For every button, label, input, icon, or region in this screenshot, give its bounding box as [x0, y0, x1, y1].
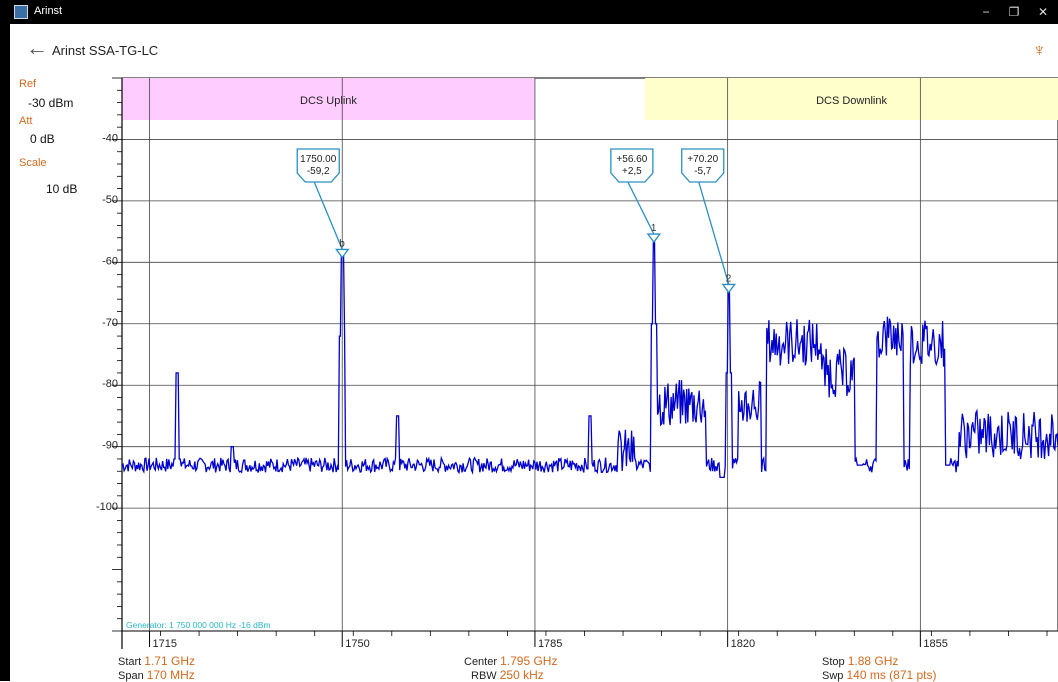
band-label-0: DCS Uplink	[300, 95, 357, 107]
rbw-setting[interactable]: RBW 250 kHz	[471, 668, 544, 682]
stop-setting[interactable]: Stop 1.88 GHz	[822, 654, 899, 668]
ref-label: Ref	[19, 78, 37, 90]
title-bar: Arinst − ❐ ✕	[10, 0, 1058, 24]
usb-icon[interactable]: ♆	[1032, 40, 1047, 60]
marker-id-2: 2	[726, 273, 732, 284]
span-setting[interactable]: Span 170 MHz	[118, 668, 195, 682]
back-arrow-icon[interactable]: ←	[26, 35, 48, 60]
band-label-1: DCS Downlink	[816, 95, 887, 107]
ref-value[interactable]: -30 dBm	[28, 96, 74, 110]
y-tick-label-6: -100	[96, 501, 118, 513]
marker-id-0: b	[339, 238, 345, 249]
x-tick-label-4: 1855	[923, 638, 947, 650]
minimize-button[interactable]: −	[982, 5, 990, 19]
y-tick-label-5: -90	[102, 440, 118, 452]
y-tick-label-3: -70	[102, 317, 118, 329]
x-tick-label-3: 1820	[731, 638, 755, 650]
scale-label: Scale	[19, 157, 47, 169]
marker-leader-1	[627, 181, 655, 235]
window-title: Arinst	[34, 5, 63, 17]
marker-leader-0	[313, 181, 343, 250]
close-button[interactable]: ✕	[1037, 5, 1049, 19]
band-1	[645, 78, 1058, 120]
marker-triangle-0	[334, 248, 350, 259]
marker-flag-0	[296, 148, 340, 183]
band-0	[122, 78, 535, 120]
y-tick-label-4: -80	[102, 378, 118, 390]
scale-value[interactable]: 10 dB	[46, 182, 78, 196]
app-icon	[14, 5, 28, 19]
center-setting[interactable]: Center 1.795 GHz	[464, 654, 558, 668]
generator-readout: Generator: 1 750 000 000 Hz -16 dBm	[126, 620, 271, 630]
device-name: Arinst SSA-TG-LC	[52, 43, 159, 58]
marker-flag-2	[681, 148, 725, 183]
marker-level-1: +2,5	[622, 166, 642, 177]
x-tick-label-2: 1785	[538, 638, 562, 650]
x-tick-label-0: 1715	[153, 638, 177, 650]
att-value[interactable]: 0 dB	[30, 132, 55, 146]
swp-setting[interactable]: Swp 140 ms (871 pts)	[822, 668, 937, 682]
marker-triangle-1	[646, 233, 662, 244]
marker-level-0: -59,2	[307, 166, 330, 177]
marker-triangle-2	[721, 283, 737, 294]
maximize-button[interactable]: ❐	[1008, 5, 1020, 19]
y-tick-label-0: -40	[102, 132, 118, 144]
plot-area	[121, 77, 1058, 632]
marker-leader-2	[698, 181, 730, 285]
app-header: ← Arinst SSA-TG-LC ♆	[10, 24, 1058, 72]
marker-level-2: -5,7	[694, 166, 712, 177]
spectrum-trace	[121, 237, 1058, 479]
start-setting[interactable]: Start 1.71 GHz	[118, 654, 195, 668]
marker-id-1: 1	[651, 223, 657, 234]
marker-freq-1: +56.60	[616, 154, 647, 165]
marker-freq-2: +70.20	[687, 154, 718, 165]
window-left-border	[0, 0, 10, 681]
marker-freq-0: 1750.00	[300, 154, 337, 165]
y-tick-label-1: -50	[102, 194, 118, 206]
x-tick-label-1: 1750	[345, 638, 369, 650]
marker-flag-1	[610, 148, 654, 183]
y-tick-label-2: -60	[102, 255, 118, 267]
att-label: Att	[19, 115, 33, 127]
